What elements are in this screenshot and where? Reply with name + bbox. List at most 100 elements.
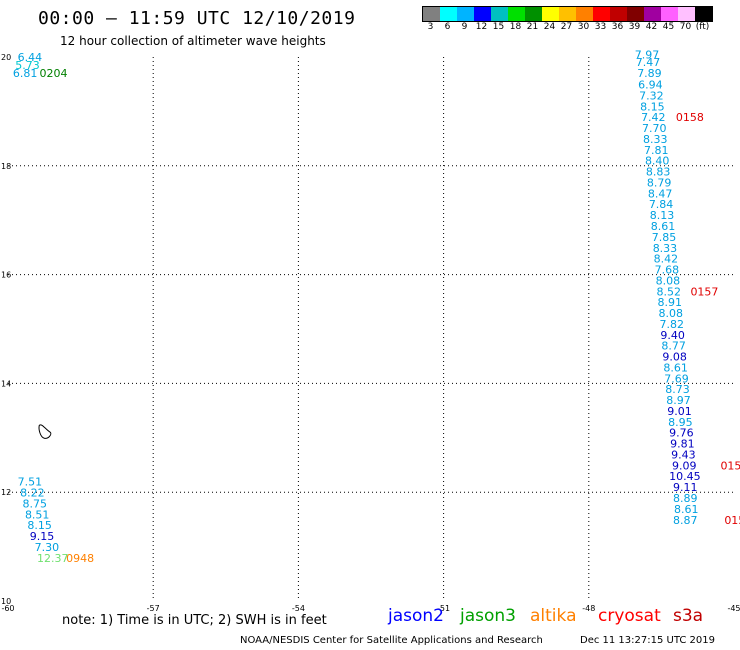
wave-height-label: 8.22 (20, 487, 44, 500)
legend-swatch (525, 7, 542, 21)
wave-height-label: 9.81 (670, 438, 695, 451)
wave-height-label: 7.97 (635, 49, 660, 62)
wave-height-label: 8.40 (645, 155, 670, 168)
wave-height-label: 7.42 (641, 111, 666, 124)
legend-label: 12 (475, 22, 488, 32)
lat-tick-label: 10 (1, 597, 11, 606)
credit-timestamp: Dec 11 13:27:15 UTC 2019 (580, 635, 715, 646)
wave-height-label: 7.51 (18, 476, 43, 489)
lat-tick-label: 12 (1, 488, 11, 497)
wave-height-label: 7.81 (644, 144, 669, 157)
wave-height-label: 8.51 (25, 508, 50, 521)
wave-height-label: 9.40 (660, 329, 685, 342)
legend-label: 6 (444, 22, 451, 32)
lon-tick-label: -57 (147, 604, 160, 613)
wave-height-label: 8.15 (640, 100, 665, 113)
lon-tick-label: -54 (292, 604, 305, 613)
legend-swatch (542, 7, 559, 21)
wave-height-label: 015 (724, 514, 740, 527)
legend-swatch (593, 7, 610, 21)
wave-height-label: 9.76 (669, 427, 694, 440)
wave-height-label: 8.87 (673, 514, 698, 527)
legend-label: 42 (645, 22, 658, 32)
legend-label: 27 (560, 22, 573, 32)
wave-height-label: 6.81 (13, 67, 38, 80)
wave-height-label: 8.13 (650, 209, 675, 222)
wave-height-label: 7.84 (649, 198, 674, 211)
wave-height-label: 8.33 (643, 133, 668, 146)
lat-tick-label: 18 (1, 162, 11, 171)
wave-height-label: 7.32 (639, 89, 664, 102)
legend-label: 39 (628, 22, 641, 32)
legend-swatch (678, 7, 695, 21)
satellite-label-cryosat: cryosat (598, 606, 661, 626)
legend-label: 9 (461, 22, 468, 32)
wave-height-label: 7.85 (652, 231, 677, 244)
map-subtitle: 12 hour collection of altimeter wave hei… (60, 34, 326, 48)
island-outline (38, 424, 52, 439)
legend-label: 33 (594, 22, 607, 32)
footer-note: note: 1) Time is in UTC; 2) SWH is in fe… (62, 613, 327, 628)
satellite-label-s3a: s3a (673, 606, 704, 626)
wave-height-label: 6.44 (18, 51, 43, 64)
legend-swatch (508, 7, 525, 21)
wave-height-label: 6.94 (638, 79, 663, 92)
legend-label: 70 (679, 22, 692, 32)
legend-label: 3 (427, 22, 434, 32)
legend-swatch (474, 7, 491, 21)
legend-label: 30 (577, 22, 590, 32)
lat-tick-label: 14 (1, 379, 11, 388)
lon-tick-label: -51 (437, 604, 450, 613)
wave-height-label: 8.52 (657, 285, 682, 298)
legend-label: (ft) (695, 22, 710, 32)
wave-height-label: 0157 (690, 285, 718, 298)
wave-height-label: 015 (720, 459, 740, 472)
wave-height-label: 8.61 (651, 220, 676, 233)
wave-height-label: 7.89 (637, 67, 662, 80)
wave-height-label: 8.61 (674, 503, 699, 516)
legend-swatch (644, 7, 661, 21)
wave-height-label: 8.89 (673, 492, 698, 505)
legend-swatch (627, 7, 644, 21)
legend-label: 15 (492, 22, 505, 32)
wave-height-label: 8.95 (668, 416, 693, 429)
wave-height-label: 12.37 (37, 552, 69, 565)
legend-label: 24 (543, 22, 556, 32)
wave-height-label: 8.77 (661, 340, 686, 353)
legend-label: 21 (526, 22, 539, 32)
wave-height-label: 9.08 (662, 351, 687, 364)
satellite-label-altika: altika (530, 606, 577, 626)
lat-tick-label: 20 (1, 53, 11, 62)
wave-height-label: 7.68 (655, 264, 680, 277)
wave-height-label: 7.82 (659, 318, 684, 331)
legend-swatch (457, 7, 474, 21)
wave-height-label: 10.45 (669, 470, 701, 483)
wave-height-label: 9.09 (672, 459, 697, 472)
wave-height-label: 0204 (39, 67, 67, 80)
legend-swatch (661, 7, 678, 21)
lat-tick-label: 16 (1, 271, 11, 280)
wave-height-label: 8.83 (646, 166, 671, 179)
map-title: 00:00 – 11:59 UTC 12/10/2019 (38, 8, 356, 29)
satellite-label-jason3: jason3 (460, 606, 516, 626)
lon-tick-label: -45 (727, 604, 740, 613)
wave-height-label: 8.08 (656, 274, 681, 287)
legend-label: 45 (662, 22, 675, 32)
legend-label: 36 (611, 22, 624, 32)
lon-tick-label: -60 (1, 604, 14, 613)
wave-height-label: 7.47 (636, 56, 661, 69)
wave-height-label: 8.08 (658, 307, 683, 320)
legend-swatch (695, 7, 712, 21)
wave-height-label: 8.61 (663, 361, 688, 374)
satellite-label-jason2: jason2 (388, 606, 444, 626)
wave-height-label: 8.75 (23, 497, 48, 510)
wave-height-label: 8.79 (647, 176, 672, 189)
color-legend (422, 6, 713, 22)
wave-height-label: 9.01 (667, 405, 692, 418)
legend-swatch (423, 7, 440, 21)
wave-height-label: 8.15 (27, 519, 52, 532)
legend-swatch (491, 7, 508, 21)
wave-height-label: 8.97 (666, 394, 691, 407)
wave-height-label: 8.91 (658, 296, 683, 309)
